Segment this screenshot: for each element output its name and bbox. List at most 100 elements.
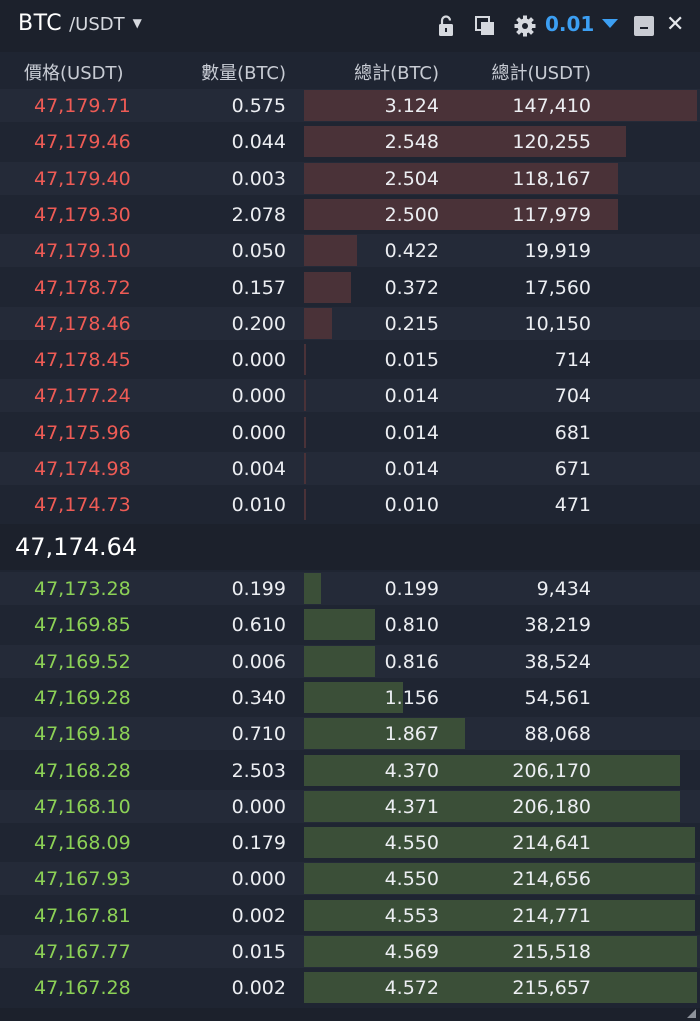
ask-amount: 0.004 [231, 458, 286, 480]
ask-depth-bar [304, 307, 332, 339]
ask-depth-bar [304, 380, 306, 412]
bid-total-btc: 4.553 [384, 904, 439, 927]
ask-total-usdt: 117,979 [512, 203, 591, 226]
bid-depth-bar [304, 827, 695, 859]
ask-total-btc: 0.372 [384, 276, 439, 299]
ask-row[interactable]: 47,179.71 0.575 3.124 147,410 [0, 89, 700, 122]
bid-amount: 0.340 [231, 686, 286, 709]
bid-amount: 0.199 [231, 578, 286, 600]
bid-depth-bar [304, 863, 695, 895]
ask-price: 47,174.73 [34, 494, 131, 517]
bid-price: 47,167.77 [34, 941, 131, 963]
bid-row[interactable]: 47,168.28 2.503 4.370 206,170 [0, 753, 700, 787]
ask-row[interactable]: 47,178.72 0.157 0.372 17,560 [0, 270, 700, 304]
bid-total-btc: 0.816 [384, 650, 439, 673]
bid-amount: 2.503 [231, 759, 286, 782]
resize-grip-icon[interactable] [687, 1009, 696, 1018]
bid-depth-bar [304, 609, 375, 641]
bid-row[interactable]: 47,168.10 0.000 4.371 206,180 [0, 789, 700, 823]
pair-selector[interactable]: BTC /USDT ▼ [18, 11, 142, 36]
ask-depth-bar [304, 198, 618, 230]
bid-row[interactable]: 47,167.81 0.002 4.553 214,771 [0, 898, 700, 932]
ask-row[interactable]: 47,178.45 0.000 0.015 714 [0, 343, 700, 377]
ask-total-usdt: 471 [554, 494, 591, 517]
ask-total-usdt: 714 [554, 349, 591, 372]
ask-total-usdt: 147,410 [512, 95, 591, 117]
ask-amount: 0.575 [231, 95, 286, 117]
bid-total-btc: 4.371 [384, 795, 439, 818]
ask-total-usdt: 118,167 [512, 167, 591, 190]
bid-price: 47,173.28 [34, 578, 131, 600]
bid-price: 47,168.10 [34, 795, 131, 818]
bid-total-usdt: 214,641 [512, 832, 591, 855]
precision-selector[interactable]: 0.01 [545, 12, 595, 36]
column-header-total-btc: 總計(BTC) [354, 63, 439, 84]
bid-row[interactable]: 47,169.52 0.006 0.816 38,524 [0, 644, 700, 678]
bid-total-usdt: 214,771 [512, 904, 591, 927]
ask-row[interactable]: 47,174.73 0.010 0.010 471 [0, 488, 700, 522]
bid-price: 47,167.93 [34, 868, 131, 891]
bid-amount: 0.610 [231, 614, 286, 637]
ask-row[interactable]: 47,177.24 0.000 0.014 704 [0, 379, 700, 413]
ask-depth-bar [304, 489, 306, 521]
bid-price: 47,168.09 [34, 832, 131, 855]
base-currency: BTC [18, 11, 63, 36]
bid-total-btc: 4.550 [384, 832, 439, 855]
ask-total-btc: 0.015 [384, 349, 439, 372]
bid-row[interactable]: 47,169.28 0.340 1.156 54,561 [0, 680, 700, 714]
bid-row[interactable]: 47,173.28 0.199 0.199 9,434 [0, 572, 700, 605]
pair-dropdown-caret-icon[interactable]: ▼ [132, 16, 142, 30]
bid-total-usdt: 215,518 [512, 941, 591, 963]
ask-total-btc: 2.548 [384, 131, 439, 154]
ask-amount: 0.003 [231, 167, 286, 190]
ask-total-usdt: 10,150 [524, 312, 591, 335]
gear-icon[interactable] [513, 14, 537, 38]
lock-open-icon[interactable] [434, 14, 458, 38]
bid-price: 47,169.18 [34, 723, 131, 746]
close-icon[interactable]: ✕ [666, 12, 685, 37]
bid-total-btc: 1.867 [384, 723, 439, 746]
ask-row[interactable]: 47,179.40 0.003 2.504 118,167 [0, 161, 700, 195]
bid-price: 47,167.81 [34, 904, 131, 927]
bid-row[interactable]: 47,167.77 0.015 4.569 215,518 [0, 935, 700, 968]
bid-row[interactable]: 47,168.09 0.179 4.550 214,641 [0, 826, 700, 860]
ask-depth-bar [304, 90, 697, 121]
bid-depth-bar [304, 790, 680, 822]
bid-row[interactable]: 47,167.28 0.002 4.572 215,657 [0, 971, 700, 1005]
ask-row[interactable]: 47,179.46 0.044 2.548 120,255 [0, 125, 700, 159]
bid-depth-bar [304, 972, 697, 1004]
last-price-row[interactable]: 47,174.64 [0, 524, 700, 570]
ask-row[interactable]: 47,179.30 2.078 2.500 117,979 [0, 197, 700, 231]
bid-total-usdt: 54,561 [524, 686, 591, 709]
copy-icon[interactable] [473, 14, 497, 38]
bid-total-usdt: 214,656 [512, 868, 591, 891]
ask-price: 47,175.96 [34, 421, 131, 444]
bid-depth-bar [304, 754, 680, 786]
ask-amount: 0.000 [231, 421, 286, 444]
ask-total-usdt: 17,560 [524, 276, 591, 299]
ask-amount: 2.078 [231, 203, 286, 226]
ask-row[interactable]: 47,178.46 0.200 0.215 10,150 [0, 306, 700, 340]
bid-price: 47,168.28 [34, 759, 131, 782]
ask-total-usdt: 704 [554, 385, 591, 408]
bid-depth-bar [304, 645, 375, 677]
ask-depth-bar [304, 235, 357, 267]
ask-row[interactable]: 47,179.10 0.050 0.422 19,919 [0, 234, 700, 268]
ask-price: 47,179.46 [34, 131, 131, 154]
widget-header: BTC /USDT ▼ [0, 0, 700, 52]
ask-price: 47,174.98 [34, 458, 131, 480]
ask-price: 47,177.24 [34, 385, 131, 408]
ask-price: 47,179.71 [34, 95, 131, 117]
ask-depth-bar [304, 453, 306, 484]
bid-amount: 0.002 [231, 977, 286, 1000]
ask-total-usdt: 681 [554, 421, 591, 444]
bid-row[interactable]: 47,169.18 0.710 1.867 88,068 [0, 717, 700, 751]
ask-row[interactable]: 47,175.96 0.000 0.014 681 [0, 415, 700, 449]
precision-caret-down-icon[interactable] [602, 19, 618, 28]
bid-row[interactable]: 47,167.93 0.000 4.550 214,656 [0, 862, 700, 896]
bid-row[interactable]: 47,169.85 0.610 0.810 38,219 [0, 608, 700, 642]
minimize-icon[interactable] [634, 16, 654, 36]
ask-row[interactable]: 47,174.98 0.004 0.014 671 [0, 452, 700, 485]
ask-depth-bar [304, 126, 626, 158]
column-headers: 價格(USDT) 數量(BTC) 總計(BTC) 總計(USDT) [0, 56, 700, 86]
